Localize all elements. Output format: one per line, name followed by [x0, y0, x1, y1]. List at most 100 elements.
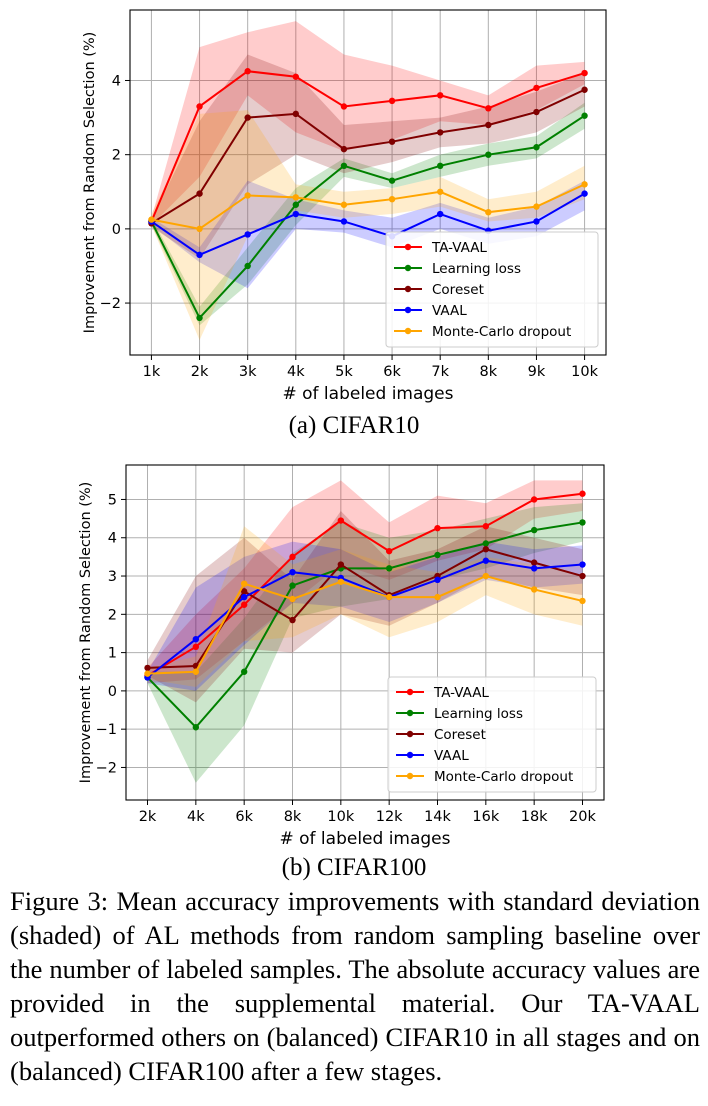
data-point-learning-loss [482, 540, 490, 547]
data-point-ta-vaal [482, 523, 490, 530]
series-line-learning-loss [150, 114, 586, 320]
x-tick-label: 12k [376, 809, 403, 825]
data-point-ta-vaal [485, 105, 492, 112]
data-point-monte-carlo-dropout [482, 572, 490, 580]
data-point-vaal [482, 557, 490, 564]
data-point-monte-carlo-dropout [240, 580, 248, 587]
legend-marker-vaal [404, 306, 412, 314]
data-point-learning-loss [530, 526, 538, 534]
data-point-coreset [240, 588, 248, 595]
data-point-ta-vaal [196, 103, 203, 110]
data-point-vaal [240, 593, 248, 601]
legend-marker-coreset [406, 730, 414, 738]
data-point-ta-vaal [292, 73, 300, 80]
data-point-ta-vaal [434, 524, 441, 532]
x-tick-label: 7k [431, 364, 449, 380]
legend-label-coreset: Coreset [434, 727, 486, 743]
data-point-vaal [340, 218, 348, 225]
x-tick-label: 4k [187, 809, 205, 825]
std-band-monte-carlo-dropout [151, 110, 585, 341]
data-point-vaal [244, 231, 251, 238]
x-axis-label: # of labeled images [282, 384, 453, 404]
legend-marker-monte-carlo-dropout [406, 772, 414, 780]
data-point-monte-carlo-dropout [533, 203, 540, 210]
x-tick-label: 20k [569, 809, 596, 825]
data-point-monte-carlo-dropout [289, 595, 296, 603]
legend-label-coreset: Coreset [432, 282, 484, 298]
x-tick-label: 6k [235, 809, 253, 825]
data-point-vaal [192, 636, 200, 643]
plot-frame [125, 464, 605, 801]
data-point-monte-carlo-dropout [337, 578, 345, 585]
data-point-learning-loss [196, 314, 203, 322]
data-point-ta-vaal [530, 496, 538, 503]
data-point-monte-carlo-dropout [530, 586, 538, 593]
legend-marker-learning-loss [406, 709, 414, 717]
std-band-vaal [147, 541, 583, 691]
data-point-ta-vaal [436, 92, 444, 99]
data-point-ta-vaal [579, 490, 586, 497]
legend-label-learning-loss: Learning loss [434, 706, 523, 722]
legend-box [387, 676, 597, 793]
series-line-monte-carlo-dropout [151, 183, 585, 230]
data-point-monte-carlo-dropout [144, 670, 151, 677]
series-line-vaal [146, 559, 583, 679]
y-tick-label: 5 [108, 492, 117, 508]
data-point-ta-vaal [533, 84, 540, 92]
legend-label-vaal: VAAL [432, 303, 467, 319]
series-line-coreset [150, 88, 585, 225]
data-point-monte-carlo-dropout [244, 192, 251, 199]
data-point-learning-loss [244, 262, 251, 270]
y-tick-label: 0 [108, 684, 117, 700]
data-point-coreset [530, 559, 538, 566]
legend-label-ta-vaal: TA-VAAL [431, 240, 487, 256]
legend-label-ta-vaal: TA-VAAL [433, 685, 489, 701]
x-tick-label: 16k [472, 809, 499, 825]
std-band-coreset [151, 54, 585, 259]
data-point-learning-loss [436, 162, 444, 170]
subcaption-cifar100: (b) CIFAR100 [281, 854, 427, 881]
std-band-learning-loss [147, 503, 583, 783]
data-point-vaal [533, 218, 540, 225]
data-point-monte-carlo-dropout [581, 181, 588, 188]
x-tick-label: 3k [239, 364, 257, 380]
series-line-monte-carlo-dropout [147, 574, 583, 675]
data-point-ta-vaal [388, 97, 396, 105]
data-point-coreset [579, 572, 586, 580]
series-line-learning-loss [146, 521, 583, 729]
series-line-ta-vaal [150, 70, 585, 222]
data-point-learning-loss [434, 551, 441, 559]
data-point-monte-carlo-dropout [436, 188, 444, 195]
y-tick-label: −2 [96, 760, 117, 776]
legend-marker-ta-vaal [406, 688, 414, 696]
x-tick-label: 2k [191, 364, 209, 380]
y-tick-label: 3 [108, 569, 117, 585]
data-point-monte-carlo-dropout [196, 225, 203, 233]
y-tick-label: −1 [96, 722, 117, 738]
data-point-coreset [337, 561, 345, 568]
data-point-monte-carlo-dropout [388, 195, 396, 203]
legend-box [385, 231, 599, 348]
legend-label-learning-loss: Learning loss [432, 261, 521, 277]
y-tick-label: 2 [112, 148, 121, 164]
std-band-vaal [151, 180, 585, 289]
data-point-ta-vaal [192, 643, 200, 651]
figure-caption: Figure 3: Mean accuracy improvements wit… [10, 886, 700, 1086]
legend-marker-coreset [404, 285, 412, 293]
data-point-learning-loss [240, 668, 248, 675]
std-band-coreset [147, 510, 583, 703]
data-point-learning-loss [340, 162, 348, 170]
x-tick-label: 14k [424, 809, 451, 825]
data-point-coreset [340, 145, 348, 153]
legend-label-monte-carlo-dropout: Monte-Carlo dropout [432, 324, 571, 340]
legend-marker-ta-vaal [404, 243, 412, 251]
data-point-vaal [289, 569, 296, 576]
data-point-monte-carlo-dropout [434, 593, 441, 601]
data-point-monte-carlo-dropout [340, 201, 348, 208]
legend-marker-learning-loss [404, 264, 412, 272]
data-point-learning-loss [385, 565, 393, 572]
subcaption-cifar10: (a) CIFAR10 [288, 412, 420, 439]
x-tick-label: 8k [284, 809, 302, 825]
legend-label-monte-carlo-dropout: Monte-Carlo dropout [434, 769, 573, 785]
data-point-learning-loss [533, 144, 540, 151]
